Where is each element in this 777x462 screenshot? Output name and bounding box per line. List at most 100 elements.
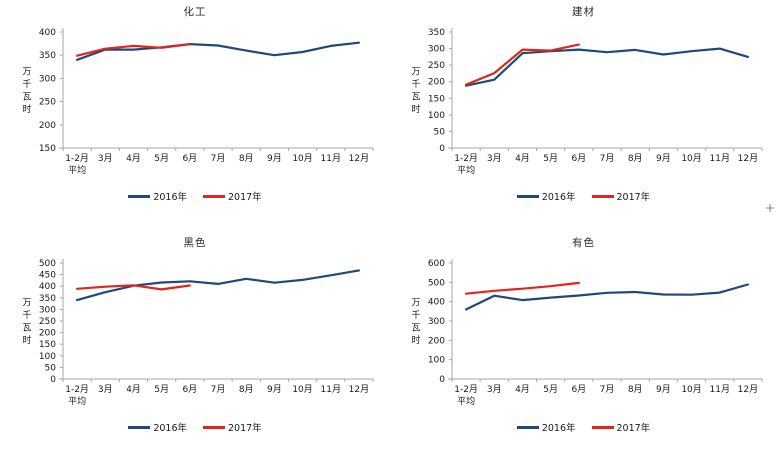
svg-text:400: 400	[39, 28, 56, 38]
svg-text:200: 200	[39, 329, 56, 339]
svg-text:1-2月: 1-2月	[65, 153, 89, 164]
svg-text:50: 50	[433, 127, 445, 137]
svg-text:11月: 11月	[321, 153, 341, 164]
svg-text:4月: 4月	[126, 384, 141, 395]
svg-text:5月: 5月	[543, 384, 558, 395]
svg-text:12月: 12月	[349, 384, 369, 395]
svg-text:时: 时	[22, 103, 31, 115]
svg-text:4月: 4月	[515, 384, 530, 395]
svg-text:11月: 11月	[709, 384, 729, 395]
svg-text:11月: 11月	[709, 153, 729, 164]
svg-text:500: 500	[427, 278, 444, 288]
svg-text:平均: 平均	[457, 395, 475, 407]
svg-text:50: 50	[45, 363, 57, 373]
svg-text:200: 200	[427, 336, 444, 346]
svg-text:0: 0	[439, 144, 445, 154]
legend-item-2017: 2017年	[591, 420, 651, 434]
legend-line-2016-icon	[128, 425, 151, 429]
svg-text:300: 300	[39, 74, 56, 84]
svg-text:时: 时	[411, 103, 420, 115]
svg-text:10月: 10月	[292, 384, 312, 395]
legend-label-2017: 2017年	[228, 423, 262, 434]
svg-text:7月: 7月	[211, 153, 226, 164]
svg-text:3月: 3月	[486, 153, 501, 164]
svg-text:350: 350	[427, 28, 444, 38]
legend-label-2016: 2016年	[153, 192, 187, 203]
legend-label-2016: 2016年	[541, 192, 576, 203]
legend-item-2017: 2017年	[203, 189, 262, 203]
svg-text:8月: 8月	[627, 384, 642, 395]
svg-text:8月: 8月	[627, 153, 642, 164]
svg-text:3月: 3月	[486, 384, 501, 395]
svg-text:7月: 7月	[599, 384, 614, 395]
svg-text:350: 350	[39, 294, 56, 304]
legend-label-2017: 2017年	[228, 192, 262, 203]
chart-figure-jiancai: 建材 0 50 100 150 200 250 300 350 1-2月 平均 3月 4月 5月 6月 7月…	[390, 0, 777, 231]
svg-text:8月: 8月	[239, 384, 254, 395]
svg-text:时: 时	[411, 334, 420, 346]
legend-label-2017: 2017年	[616, 423, 651, 434]
chart-legend: 2016年 2017年	[390, 420, 777, 434]
chart-title: 建材	[572, 6, 595, 18]
svg-text:450: 450	[39, 271, 56, 281]
svg-text:600: 600	[427, 259, 444, 269]
svg-text:万: 万	[22, 298, 31, 308]
svg-text:100: 100	[427, 111, 444, 121]
svg-text:5月: 5月	[543, 153, 558, 164]
legend-item-2016: 2016年	[128, 420, 187, 434]
legend-item-2016: 2016年	[128, 189, 187, 203]
svg-text:10月: 10月	[681, 384, 701, 395]
legend-label-2016: 2016年	[153, 423, 187, 434]
svg-text:10月: 10月	[681, 153, 701, 164]
svg-text:千: 千	[411, 310, 420, 321]
svg-text:万: 万	[411, 67, 420, 77]
legend-item-2016: 2016年	[516, 189, 576, 203]
svg-text:150: 150	[39, 144, 56, 154]
svg-text:1-2月: 1-2月	[65, 384, 89, 395]
chart-legend: 2016年 2017年	[0, 189, 390, 203]
svg-text:瓦: 瓦	[411, 322, 420, 333]
svg-text:100: 100	[427, 356, 444, 366]
legend-label-2016: 2016年	[541, 423, 576, 434]
svg-text:250: 250	[427, 61, 444, 71]
svg-text:8月: 8月	[239, 153, 254, 164]
svg-text:200: 200	[427, 78, 444, 88]
svg-text:300: 300	[427, 317, 444, 327]
svg-text:200: 200	[39, 121, 56, 131]
svg-text:千: 千	[22, 79, 31, 90]
svg-text:6月: 6月	[182, 153, 197, 164]
legend-line-2016-icon	[516, 425, 539, 429]
plus-cursor-artifact: +	[765, 201, 776, 215]
svg-text:1-2月: 1-2月	[454, 384, 478, 395]
svg-text:1-2月: 1-2月	[454, 153, 478, 164]
svg-text:千: 千	[22, 310, 31, 321]
svg-text:0: 0	[439, 375, 445, 385]
svg-text:9月: 9月	[655, 153, 670, 164]
svg-text:6月: 6月	[182, 384, 197, 395]
legend-item-2017: 2017年	[203, 420, 262, 434]
legend-item-2017: 2017年	[591, 189, 650, 203]
svg-text:12月: 12月	[737, 384, 757, 395]
chart-figure-youse: 有色 0 100 200 300 400 500 600 1-2月 平均 3月 4月 5月 6月 7月 8月…	[390, 231, 777, 462]
svg-text:瓦: 瓦	[22, 91, 31, 102]
chart-figure-heise: 黑色 0 50 100 150 200 250 300 350 400 450 500 1-2月 平均 3…	[0, 231, 390, 462]
svg-text:500: 500	[39, 259, 56, 269]
svg-text:300: 300	[427, 45, 444, 55]
svg-text:250: 250	[39, 317, 56, 327]
svg-text:9月: 9月	[267, 153, 282, 164]
svg-text:瓦: 瓦	[411, 91, 420, 102]
svg-text:10月: 10月	[292, 153, 312, 164]
legend-line-2017-icon	[203, 194, 225, 198]
chart-title: 黑色	[183, 237, 207, 249]
svg-text:千: 千	[411, 79, 420, 90]
svg-text:5月: 5月	[154, 153, 169, 164]
chart-legend: 2016年 2017年	[390, 189, 777, 203]
svg-text:3月: 3月	[98, 384, 113, 395]
svg-text:350: 350	[39, 51, 56, 61]
svg-text:6月: 6月	[571, 153, 586, 164]
svg-text:时: 时	[22, 334, 31, 346]
legend-line-2016-icon	[516, 194, 539, 198]
